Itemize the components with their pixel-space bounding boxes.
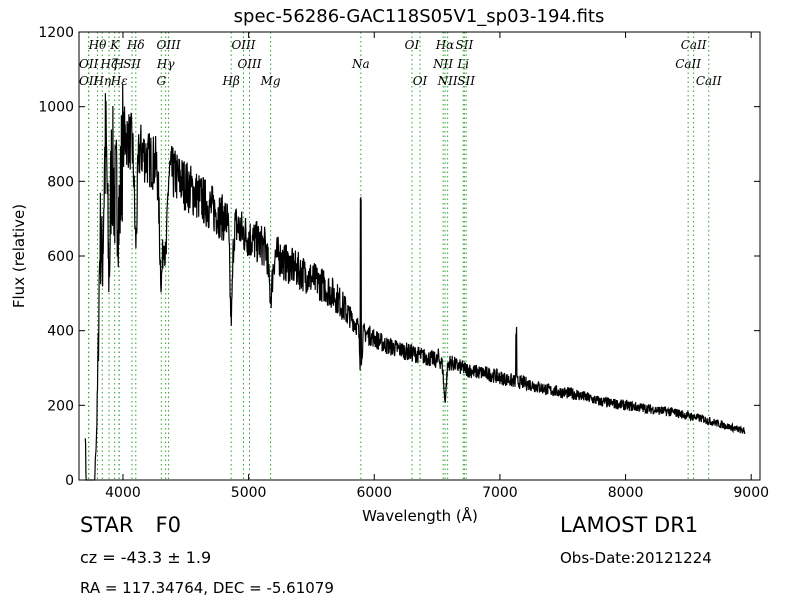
- spectral-line-label: G: [157, 74, 167, 88]
- spectral-line-label: Hδ: [126, 38, 145, 52]
- y-tick-label: 400: [47, 324, 74, 340]
- spectral-line-label: Hε: [110, 74, 128, 88]
- spectrum-line: [84, 83, 746, 481]
- class-label: STAR: [80, 513, 134, 537]
- spectral-line-label: Hθ: [88, 38, 107, 52]
- y-tick-label: 0: [65, 473, 74, 489]
- observation-date: Obs-Date:20121224: [560, 549, 712, 567]
- y-tick-label: 800: [47, 174, 74, 190]
- spectral-line-label: Hγ: [156, 57, 175, 71]
- redshift-text: cz = -43.3 ± 1.9: [80, 548, 212, 567]
- x-tick-label: 8000: [608, 485, 644, 501]
- spectral-line-label: OII: [79, 74, 99, 88]
- survey-name: LAMOST DR1: [560, 513, 699, 537]
- x-axis-label: Wavelength (Å): [362, 506, 478, 525]
- x-tick-label: 5000: [231, 485, 267, 501]
- y-tick-label: 1000: [38, 100, 74, 116]
- spectral-line-label: OI: [413, 74, 428, 88]
- spectral-line-label: SII: [457, 74, 475, 88]
- x-tick-label: 9000: [733, 485, 769, 501]
- y-axis-ticks: 0 200 400 600 800 1000 1200: [38, 25, 760, 489]
- spectral-line-label: SII: [456, 38, 474, 52]
- spectral-line-label: K: [109, 38, 120, 52]
- chart-title: spec-56286-GAC118S05V1_sp03-194.fits: [234, 6, 605, 27]
- y-tick-label: 1200: [38, 25, 74, 41]
- x-tick-label: 4000: [105, 485, 141, 501]
- spectral-line-label: NII: [437, 74, 458, 88]
- spectral-line-label: Hζ: [100, 57, 119, 71]
- spectral-line-label: CaII: [675, 57, 701, 71]
- x-tick-label: 7000: [482, 485, 518, 501]
- object-class: STAR F0: [80, 513, 181, 537]
- x-tick-label: 6000: [356, 485, 392, 501]
- subclass-label: F0: [155, 513, 181, 537]
- spectral-line-label: CaII: [681, 38, 707, 52]
- spectral-line-label: SII: [123, 57, 141, 71]
- spectral-line-label: Li: [456, 57, 469, 71]
- x-axis-ticks: 4000 5000 6000 7000 8000 9000: [105, 32, 769, 501]
- spectral-line-label: CaII: [696, 74, 722, 88]
- coordinates-text: RA = 117.34764, DEC = -5.61079: [80, 579, 334, 597]
- spectral-line-label: NII: [432, 57, 453, 71]
- spectral-line-label: Mg: [260, 74, 281, 88]
- spectral-line-label: Na: [351, 57, 370, 71]
- spectral-line-label: OIII: [231, 38, 255, 52]
- spectral-line-label: Hα: [435, 38, 455, 52]
- y-tick-label: 200: [47, 398, 74, 414]
- spectral-line-label: Hβ: [221, 74, 239, 88]
- spectral-line-label: OIII: [157, 38, 181, 52]
- y-tick-label: 600: [47, 249, 74, 265]
- spectral-line-label: OIII: [237, 57, 261, 71]
- spectral-line-label: Hη: [92, 74, 111, 88]
- spectral-line-label: OI: [405, 38, 420, 52]
- y-axis-label: Flux (relative): [10, 204, 28, 308]
- plot-frame: [78, 31, 761, 481]
- plot-area: OIIHθOIIHηKHζHSIIHεHδOIIIHγGOIIIHβOIIIMg…: [79, 32, 746, 481]
- spectral-line-label: OII: [79, 57, 99, 71]
